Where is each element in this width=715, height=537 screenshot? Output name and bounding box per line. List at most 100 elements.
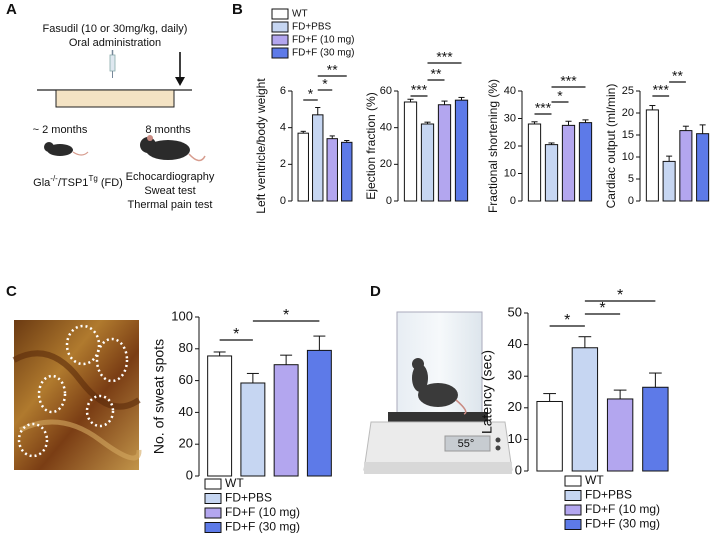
legend-label: FD+PBS	[585, 488, 632, 502]
y-tick-label: 60	[179, 372, 193, 387]
y-tick-label: 20	[508, 399, 522, 414]
y-tick-label: 6	[280, 85, 286, 97]
bar	[326, 138, 338, 202]
bar	[273, 364, 299, 477]
y-tick-label: 40	[179, 404, 193, 419]
bar	[679, 130, 693, 202]
y-tick-label: 15	[622, 129, 634, 141]
significance-label: *	[283, 307, 289, 324]
bar	[645, 109, 659, 202]
y-tick-label: 20	[504, 140, 516, 152]
bar	[420, 123, 435, 202]
significance-label: *	[617, 287, 623, 304]
y-tick-label: 2	[280, 158, 286, 170]
panel-label: A	[6, 1, 17, 18]
legend-label: FD+F (30 mg)	[292, 48, 355, 59]
legend-label: FD+F (10 mg)	[292, 35, 355, 46]
text: Tg	[88, 174, 97, 183]
y-tick-label: 40	[508, 336, 522, 351]
y-tick-label: 20	[179, 436, 193, 451]
panel-label: D	[370, 283, 381, 300]
legend-label: FD+F (10 mg)	[585, 502, 660, 516]
mouse-young	[44, 142, 89, 156]
scheme-text: ~ 2 months	[33, 124, 88, 136]
legend-label: WT	[292, 9, 308, 20]
legend-label: FD+F (30 mg)	[585, 517, 660, 531]
significance-label: **	[431, 66, 442, 82]
y-axis-label: Cardiac output (ml/min)	[604, 84, 618, 209]
y-tick-label: 10	[504, 167, 516, 179]
legend-swatch	[271, 8, 289, 20]
legend-swatch	[271, 47, 289, 59]
text: (FD)	[98, 177, 123, 189]
legend-swatch	[204, 522, 222, 533]
legend-label: WT	[225, 476, 244, 490]
end-arrow	[175, 52, 185, 86]
significance-label: ***	[560, 73, 577, 89]
scheme-text: Echocardiography	[126, 171, 215, 183]
legend-label: FD+PBS	[292, 22, 332, 33]
y-tick-label: 0	[386, 195, 392, 207]
legend-label: FD+F (30 mg)	[225, 520, 300, 534]
significance-label: ***	[436, 49, 453, 65]
bar	[312, 114, 324, 202]
panel-label: C	[6, 283, 17, 300]
device-display: 55°	[458, 438, 475, 450]
legend-label: FD+F (10 mg)	[225, 505, 300, 519]
scheme-text: Thermal pain test	[128, 199, 213, 211]
y-axis-label: Latency (sec)	[479, 350, 495, 434]
bar	[527, 123, 542, 202]
y-tick-label: 5	[628, 173, 634, 185]
y-tick-label: 30	[504, 112, 516, 124]
y-tick-label: 40	[504, 85, 516, 97]
legend-swatch	[204, 493, 222, 504]
y-tick-label: 4	[280, 122, 286, 134]
scheme-text: Oral administration	[69, 37, 161, 49]
y-tick-label: 0	[186, 467, 193, 482]
y-tick-label: 0	[510, 195, 516, 207]
legend-swatch	[564, 504, 582, 516]
bar	[571, 347, 599, 472]
text: /TSP1	[58, 177, 89, 189]
legend-swatch	[564, 475, 582, 487]
hot-plate	[363, 311, 513, 474]
significance-label: **	[327, 62, 338, 78]
bar	[240, 382, 266, 477]
significance-label: *	[557, 88, 563, 104]
y-tick-label: 50	[508, 304, 522, 319]
significance-label: *	[564, 312, 570, 329]
bar	[536, 400, 563, 472]
y-axis-label: Left ventricle/body weight	[254, 78, 268, 214]
significance-label: ***	[535, 100, 552, 116]
y-tick-label: 0	[628, 195, 634, 207]
legend-label: WT	[585, 473, 604, 487]
significance-label: *	[322, 76, 328, 92]
bar	[561, 124, 576, 202]
sweat-photo	[12, 320, 142, 470]
y-axis-label: No. of sweat spots	[151, 339, 167, 454]
bar	[696, 133, 710, 202]
y-tick-label: 100	[171, 308, 193, 323]
y-tick-label: 60	[380, 85, 392, 97]
text: -/-	[50, 174, 58, 183]
legend-label: FD+PBS	[225, 491, 272, 505]
bar	[606, 398, 634, 472]
legend-swatch	[271, 34, 289, 46]
bar	[306, 349, 332, 477]
bar	[437, 104, 452, 202]
bar	[341, 141, 353, 202]
y-tick-label: 20	[622, 107, 634, 119]
scheme-text: Sweat test	[144, 185, 195, 197]
panel-label: B	[232, 1, 243, 18]
bar	[578, 122, 593, 202]
treatment-period	[55, 89, 175, 108]
bar	[454, 99, 469, 202]
y-axis-label: Ejection fraction (%)	[364, 92, 378, 199]
scheme-text: 8 months	[145, 124, 191, 136]
syringe	[109, 50, 116, 78]
y-tick-label: 30	[508, 368, 522, 383]
legend-swatch	[564, 519, 582, 530]
y-tick-label: 80	[179, 340, 193, 355]
scheme-text: Fasudil (10 or 30mg/kg, daily)	[43, 23, 188, 35]
